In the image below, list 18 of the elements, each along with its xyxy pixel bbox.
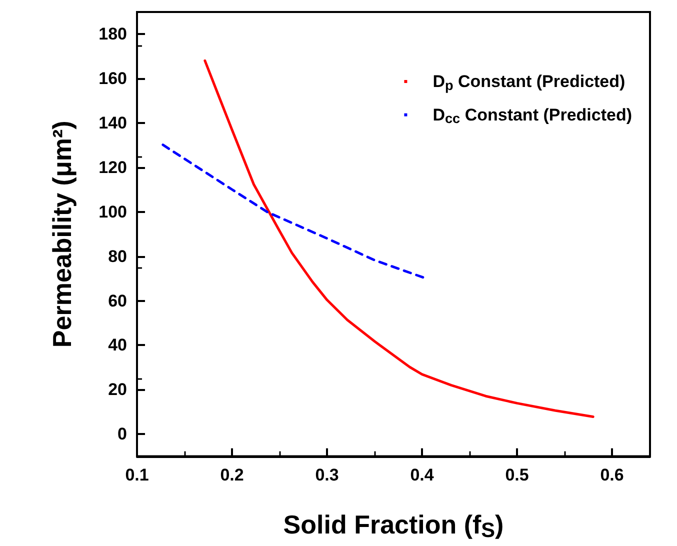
y-tick-label: 160 bbox=[98, 69, 127, 88]
x-tick-label: 0.2 bbox=[220, 465, 244, 484]
y-tick-label: 60 bbox=[108, 291, 127, 310]
x-tick-label: 0.5 bbox=[505, 465, 529, 484]
y-tick-label: 40 bbox=[108, 336, 127, 355]
y-tick-label: 180 bbox=[98, 24, 127, 44]
y-tick-label: 120 bbox=[98, 158, 127, 178]
x-tick-label: 0.3 bbox=[315, 465, 339, 484]
y-tick-label: 100 bbox=[98, 202, 127, 222]
line-series bbox=[162, 144, 426, 280]
x-tick-label: 0.1 bbox=[125, 465, 149, 484]
y-tick-label: 0 bbox=[118, 424, 127, 444]
y-tick-label: 80 bbox=[108, 246, 127, 266]
x-tick-label: 0.4 bbox=[410, 465, 434, 484]
x-tick-label: 0.6 bbox=[600, 465, 624, 484]
y-tick-label: 20 bbox=[108, 380, 127, 400]
y-axis-title: Permeability (μm²) bbox=[47, 120, 77, 348]
y-tick-label: 140 bbox=[98, 114, 127, 133]
